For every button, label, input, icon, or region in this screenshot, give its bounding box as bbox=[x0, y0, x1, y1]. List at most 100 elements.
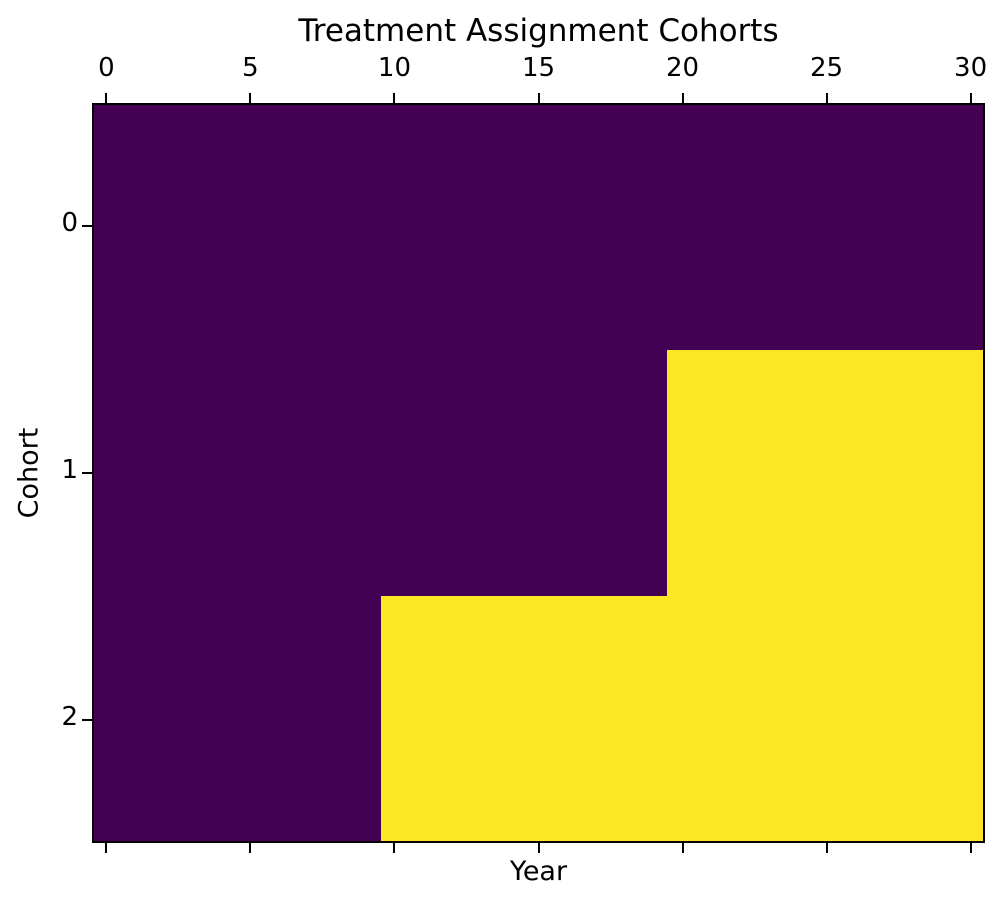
heatmap-cell bbox=[94, 350, 123, 596]
heatmap-cell bbox=[180, 105, 209, 351]
x-axis-label: Year bbox=[509, 856, 568, 887]
heatmap-cell bbox=[782, 595, 811, 841]
heatmap-cell bbox=[839, 595, 869, 841]
heatmap-cell bbox=[896, 595, 926, 841]
heatmap-cell bbox=[925, 595, 955, 841]
heatmap-row bbox=[94, 595, 983, 841]
x-tick-mark bbox=[249, 93, 252, 103]
heatmap-cell bbox=[581, 350, 611, 596]
heatmap-cell bbox=[151, 105, 181, 351]
x-tick-label: 20 bbox=[665, 53, 700, 83]
heatmap-cell bbox=[237, 595, 267, 841]
heatmap-cell bbox=[438, 105, 467, 351]
heatmap-cell bbox=[610, 105, 639, 351]
heatmap-cell bbox=[352, 595, 381, 841]
heatmap-cell bbox=[438, 595, 467, 841]
x-tick-mark bbox=[681, 843, 684, 853]
x-tick-label: 30 bbox=[954, 53, 988, 83]
heatmap-row bbox=[94, 105, 983, 351]
heatmap-cell bbox=[753, 595, 783, 841]
heatmap-cell bbox=[208, 595, 238, 841]
heatmap-cell bbox=[667, 350, 697, 596]
heatmap-cell bbox=[810, 105, 840, 351]
heatmap-row bbox=[94, 350, 983, 596]
heatmap-cell bbox=[552, 595, 582, 841]
heatmap-cell bbox=[638, 595, 668, 841]
heatmap-cell bbox=[925, 350, 955, 596]
y-tick-mark bbox=[82, 472, 92, 474]
x-tick-mark bbox=[969, 93, 972, 103]
y-tick-label: 1 bbox=[61, 455, 78, 485]
heatmap-cell bbox=[294, 595, 324, 841]
heatmap-cell bbox=[294, 350, 324, 596]
heatmap-cell bbox=[638, 350, 668, 596]
heatmap-cell bbox=[552, 350, 582, 596]
y-tick-label: 2 bbox=[61, 701, 78, 732]
x-tick-mark bbox=[393, 93, 396, 103]
heatmap-cell bbox=[552, 105, 582, 351]
heatmap-cell bbox=[896, 350, 926, 596]
heatmap-cell bbox=[753, 105, 783, 351]
heatmap-cell bbox=[839, 105, 869, 351]
heatmap-cell bbox=[94, 595, 123, 841]
heatmap-cell bbox=[122, 105, 152, 351]
heatmap-cell bbox=[667, 105, 697, 351]
heatmap-cell bbox=[724, 595, 754, 841]
x-tick-mark bbox=[105, 843, 108, 853]
heatmap-cell bbox=[409, 350, 439, 596]
x-tick-mark bbox=[537, 843, 540, 853]
heatmap-cell bbox=[380, 350, 410, 596]
y-tick-mark bbox=[82, 718, 92, 721]
x-tick-label: 15 bbox=[521, 53, 556, 83]
heatmap-cell bbox=[266, 595, 295, 841]
heatmap-cell bbox=[180, 595, 209, 841]
heatmap-cell bbox=[896, 105, 926, 351]
heatmap-cell bbox=[352, 350, 381, 596]
x-tick-mark bbox=[249, 843, 252, 853]
chart-title: Treatment Assignment Cohorts bbox=[298, 13, 779, 49]
heatmap-cell bbox=[954, 595, 983, 841]
heatmap-cell bbox=[581, 595, 611, 841]
x-tick-label: 10 bbox=[377, 53, 411, 83]
heatmap-cell bbox=[208, 350, 238, 596]
heatmap-cell bbox=[524, 595, 553, 841]
heatmap-cell bbox=[524, 105, 553, 351]
heatmap-cell bbox=[122, 350, 152, 596]
heatmap-cell bbox=[696, 350, 725, 596]
heatmap-cell bbox=[868, 595, 897, 841]
heatmap-cell bbox=[380, 105, 410, 351]
heatmap-cell bbox=[409, 105, 439, 351]
heatmap-cell bbox=[610, 350, 639, 596]
heatmap-cell bbox=[954, 350, 983, 596]
heatmap-cell bbox=[380, 595, 410, 841]
heatmap-plot bbox=[92, 103, 985, 843]
heatmap-cell bbox=[151, 595, 181, 841]
x-tick-label: 5 bbox=[242, 53, 259, 83]
heatmap-cell bbox=[180, 350, 209, 596]
heatmap-cell bbox=[323, 595, 353, 841]
heatmap-cell bbox=[782, 105, 811, 351]
heatmap-cell bbox=[208, 105, 238, 351]
heatmap-cell bbox=[724, 350, 754, 596]
heatmap-cell bbox=[237, 350, 267, 596]
x-tick-mark bbox=[825, 843, 828, 853]
heatmap-cell bbox=[94, 105, 123, 351]
heatmap-cell bbox=[753, 350, 783, 596]
heatmap-cell bbox=[810, 350, 840, 596]
x-tick-label: 0 bbox=[98, 53, 115, 83]
heatmap-cell bbox=[868, 105, 897, 351]
x-tick-mark bbox=[681, 93, 684, 103]
heatmap-cell bbox=[925, 105, 955, 351]
heatmap-cell bbox=[323, 105, 353, 351]
heatmap-cell bbox=[495, 595, 525, 841]
x-tick-mark bbox=[969, 843, 972, 853]
heatmap-cell bbox=[294, 105, 324, 351]
heatmap-cell bbox=[323, 350, 353, 596]
heatmap-cell bbox=[524, 350, 553, 596]
heatmap-cell bbox=[266, 105, 295, 351]
heatmap-cell bbox=[696, 105, 725, 351]
heatmap-cell bbox=[466, 595, 496, 841]
x-tick-label: 25 bbox=[810, 53, 844, 83]
heatmap-cell bbox=[782, 350, 811, 596]
heatmap-cell bbox=[810, 595, 840, 841]
